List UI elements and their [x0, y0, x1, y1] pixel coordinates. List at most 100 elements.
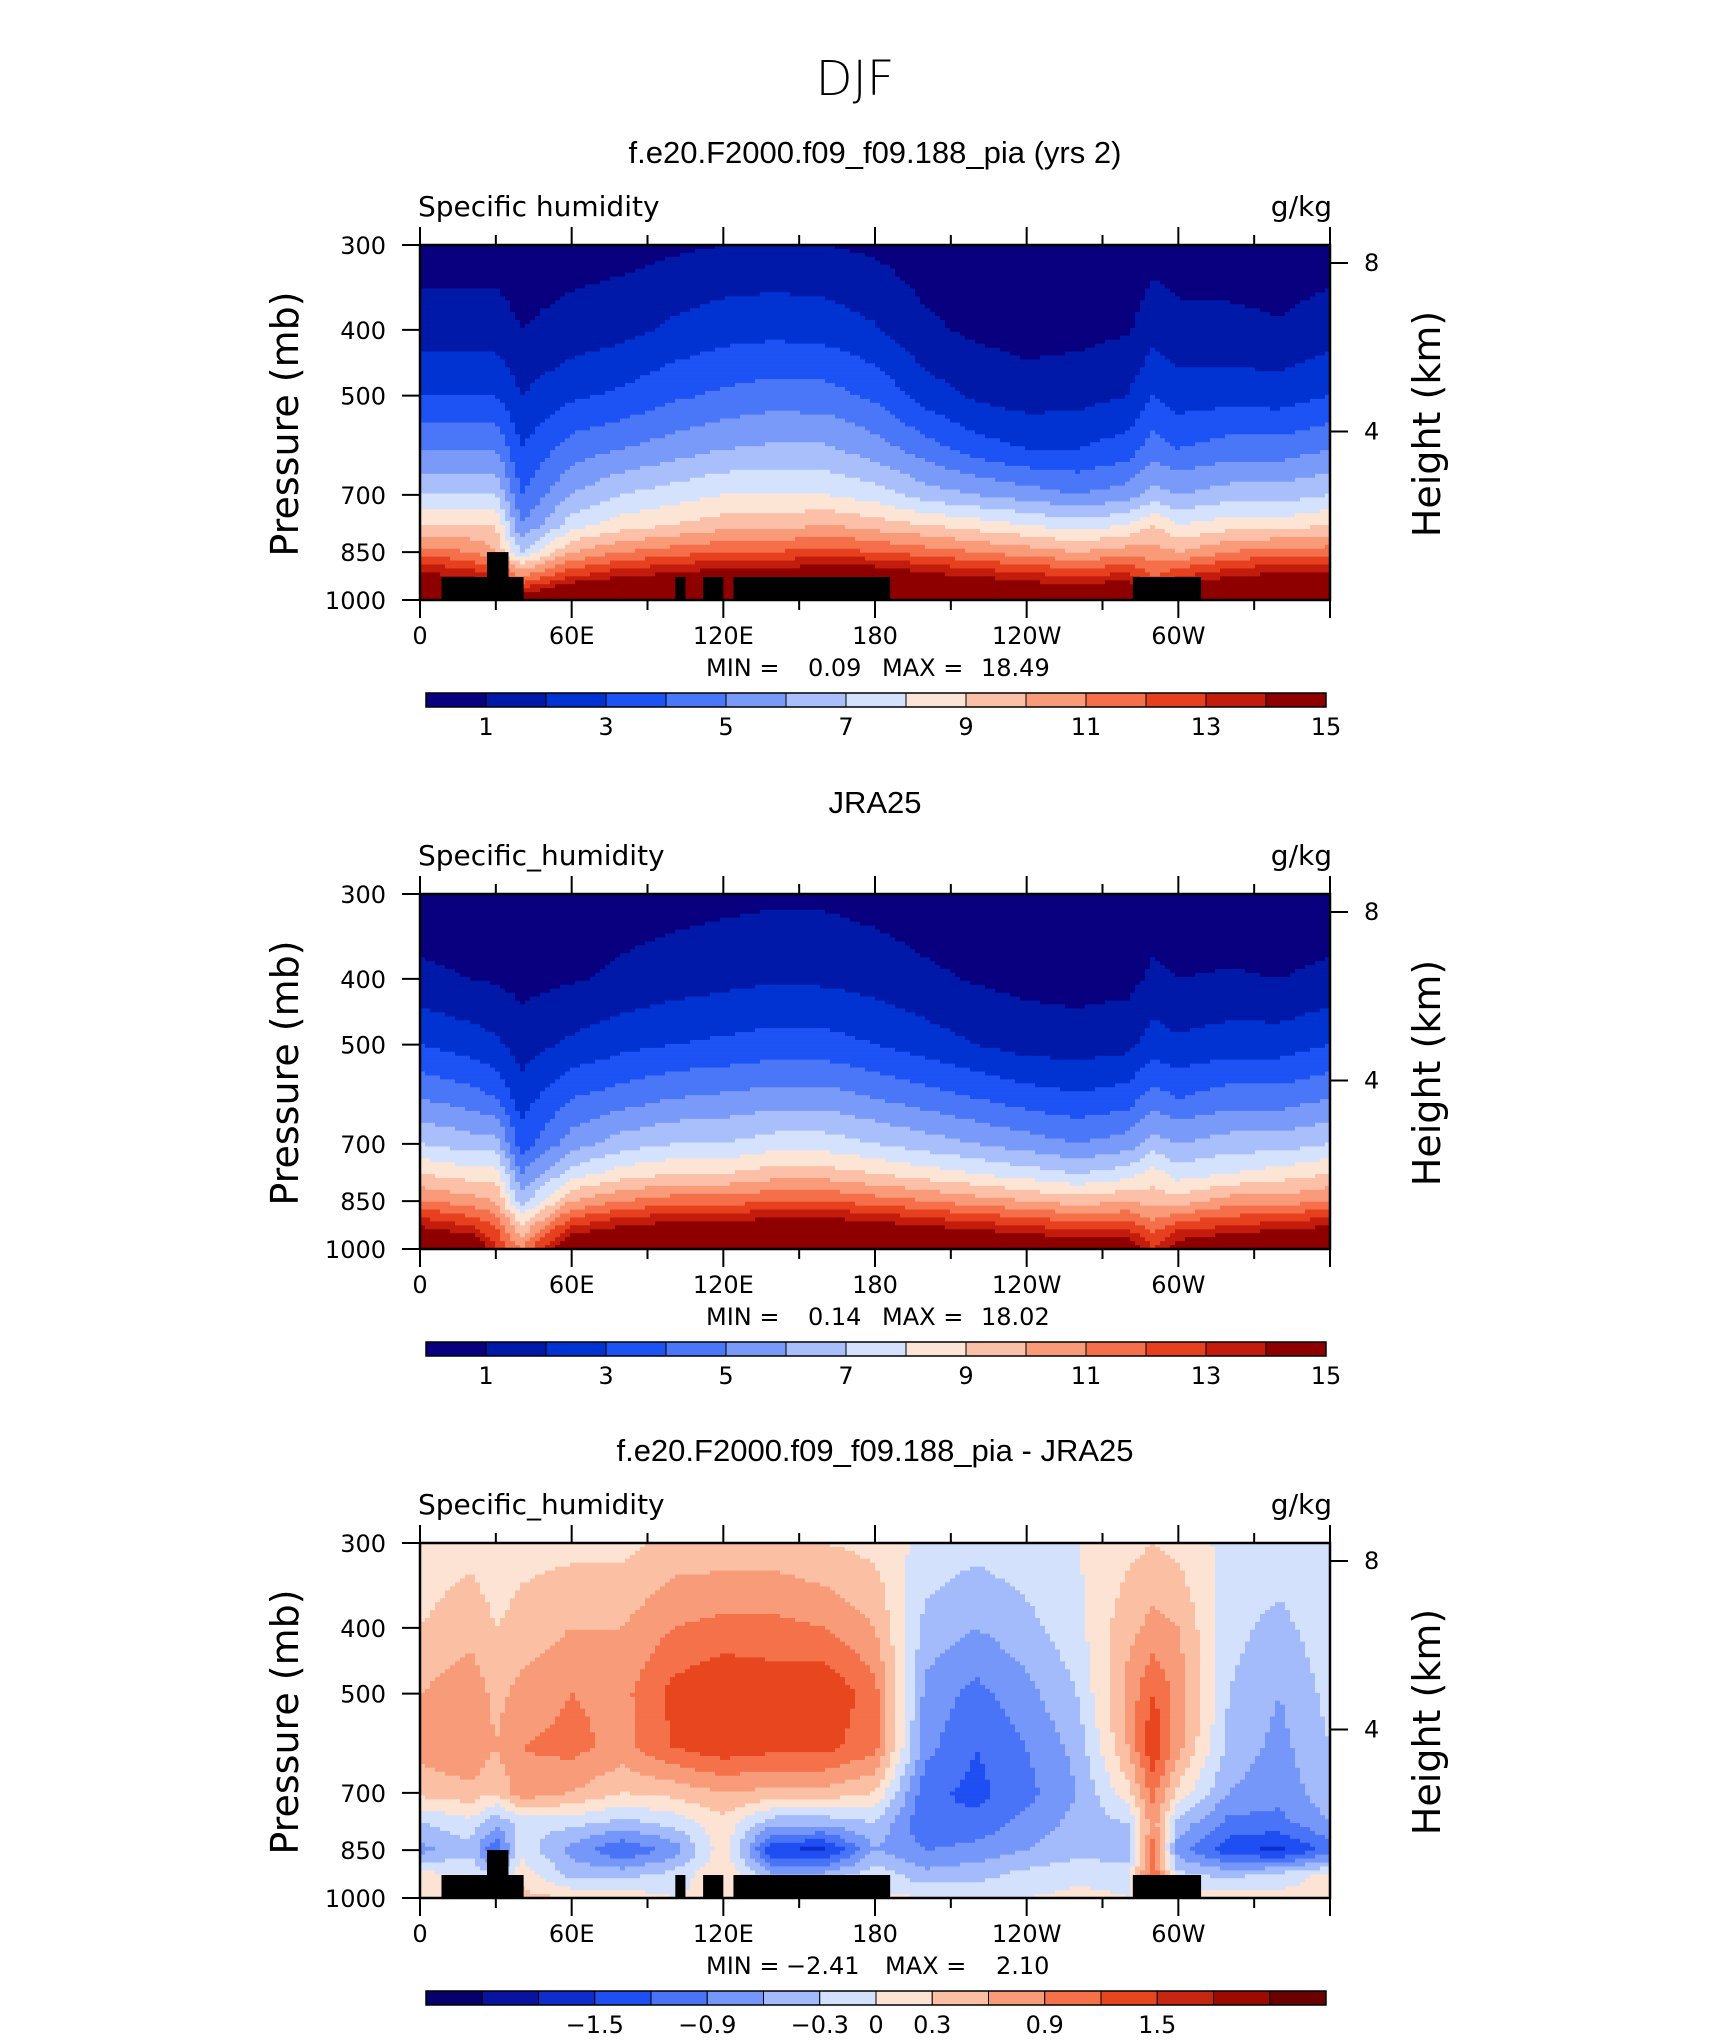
contour-cell	[1215, 1637, 1251, 1643]
contour-cell	[540, 1154, 566, 1159]
contour-cell	[510, 560, 521, 566]
contour-cell	[605, 1807, 651, 1812]
contour-cell	[1145, 1091, 1171, 1096]
contour-cell	[915, 1688, 926, 1694]
contour-cell	[1125, 1681, 1141, 1686]
contour-cell	[445, 1858, 476, 1864]
contour-cell	[610, 1217, 756, 1222]
contour-cell	[1260, 572, 1330, 577]
contour-cell	[1050, 1633, 1086, 1639]
contour-cell	[435, 1846, 481, 1852]
contour-cell	[1215, 1779, 1241, 1785]
contour-cell	[640, 1819, 696, 1824]
contour-cell	[880, 1653, 896, 1658]
contour-cell	[435, 1677, 486, 1682]
contour-cell	[1090, 1763, 1106, 1769]
contour-cell	[1215, 1783, 1236, 1789]
contour-cell	[605, 1771, 641, 1777]
contour-cell	[500, 1621, 626, 1627]
contour-cell	[855, 1692, 881, 1698]
contour-cell	[1045, 1233, 1141, 1238]
contour-cell	[750, 1087, 841, 1092]
contour-cell	[950, 1209, 1056, 1215]
contour-cell	[770, 1842, 836, 1848]
contour-cell	[1145, 1783, 1161, 1789]
contour-cell	[1230, 1834, 1291, 1840]
contour-cell	[430, 1008, 636, 1013]
contour-cell	[905, 1629, 921, 1635]
contour-cell	[450, 1830, 476, 1836]
contour-cell	[570, 529, 621, 534]
contour-cell	[1215, 1606, 1271, 1611]
contour-cell	[505, 1708, 561, 1714]
contour-cell	[1215, 1708, 1226, 1714]
contour-cell	[420, 465, 506, 471]
contour-cell	[505, 1213, 516, 1219]
contour-cell	[1145, 968, 1171, 974]
contour-cell	[500, 426, 516, 431]
contour-cell	[650, 438, 886, 443]
contour-cell	[1215, 1574, 1330, 1580]
contour-cell	[420, 921, 706, 927]
contour-cell	[495, 1827, 501, 1832]
contour-cell	[490, 1830, 506, 1836]
contour-cell	[1290, 1614, 1330, 1619]
contour-cell	[1185, 1795, 1206, 1800]
contour-cell	[420, 387, 521, 392]
contour-cell	[570, 1209, 611, 1215]
contour-cell	[715, 1846, 731, 1852]
contour-cell	[530, 552, 551, 558]
contour-cell	[1200, 544, 1326, 550]
contour-cell	[555, 1114, 601, 1120]
contour-cell	[480, 1087, 511, 1092]
contour-cell	[670, 1142, 881, 1148]
contour-cell	[940, 1586, 1016, 1591]
contour-cell	[1150, 1708, 1161, 1714]
contour-cell	[1020, 355, 1041, 360]
contour-cell	[1195, 972, 1261, 978]
contour-cell	[1165, 1669, 1186, 1674]
contour-cell	[520, 1221, 526, 1226]
contour-cell	[905, 1799, 916, 1804]
contour-cell	[1145, 1834, 1161, 1840]
contour-cell	[1075, 1692, 1096, 1698]
contour-cell	[1265, 1020, 1281, 1025]
contour-cell	[520, 1063, 526, 1069]
contour-cell	[855, 1036, 966, 1041]
contour-cell	[1150, 1712, 1161, 1718]
contour-cell	[1275, 1712, 1286, 1718]
contour-cell	[970, 1681, 981, 1686]
contour-cell	[1140, 1625, 1181, 1631]
contour-cell	[1250, 556, 1330, 562]
contour-cell	[1055, 1827, 1131, 1832]
contour-cell	[445, 965, 606, 970]
contour-cell	[1100, 556, 1146, 562]
contour-cell	[1080, 1700, 1096, 1706]
contour-cell	[1070, 1858, 1101, 1864]
contour-cell	[505, 406, 561, 412]
contour-cell	[910, 351, 1011, 357]
contour-cell	[1185, 1570, 1216, 1576]
contour-cell	[1130, 497, 1301, 502]
contour-cell	[665, 1700, 856, 1706]
contour-cell	[895, 1732, 906, 1737]
contour-cell	[615, 957, 931, 962]
contour-cell	[515, 992, 541, 998]
contour-cell	[1145, 1720, 1161, 1726]
contour-cell	[420, 363, 506, 368]
contour-cell	[515, 1854, 546, 1860]
contour-cell	[955, 1704, 1001, 1710]
colorbar-label: 1	[478, 1362, 493, 1390]
contour-cell	[1160, 1748, 1171, 1753]
contour-cell	[500, 505, 511, 510]
contour-cell	[515, 572, 531, 577]
contour-cell	[925, 1673, 1031, 1678]
contour-cell	[1140, 1681, 1171, 1686]
contour-cell	[420, 1566, 556, 1572]
contour-cell	[915, 949, 1330, 954]
contour-cell	[890, 1633, 906, 1639]
contour-cell	[890, 1803, 906, 1808]
contour-cell	[730, 1850, 741, 1856]
contour-cell	[1160, 1546, 1216, 1552]
contour-cell	[1140, 1233, 1171, 1238]
